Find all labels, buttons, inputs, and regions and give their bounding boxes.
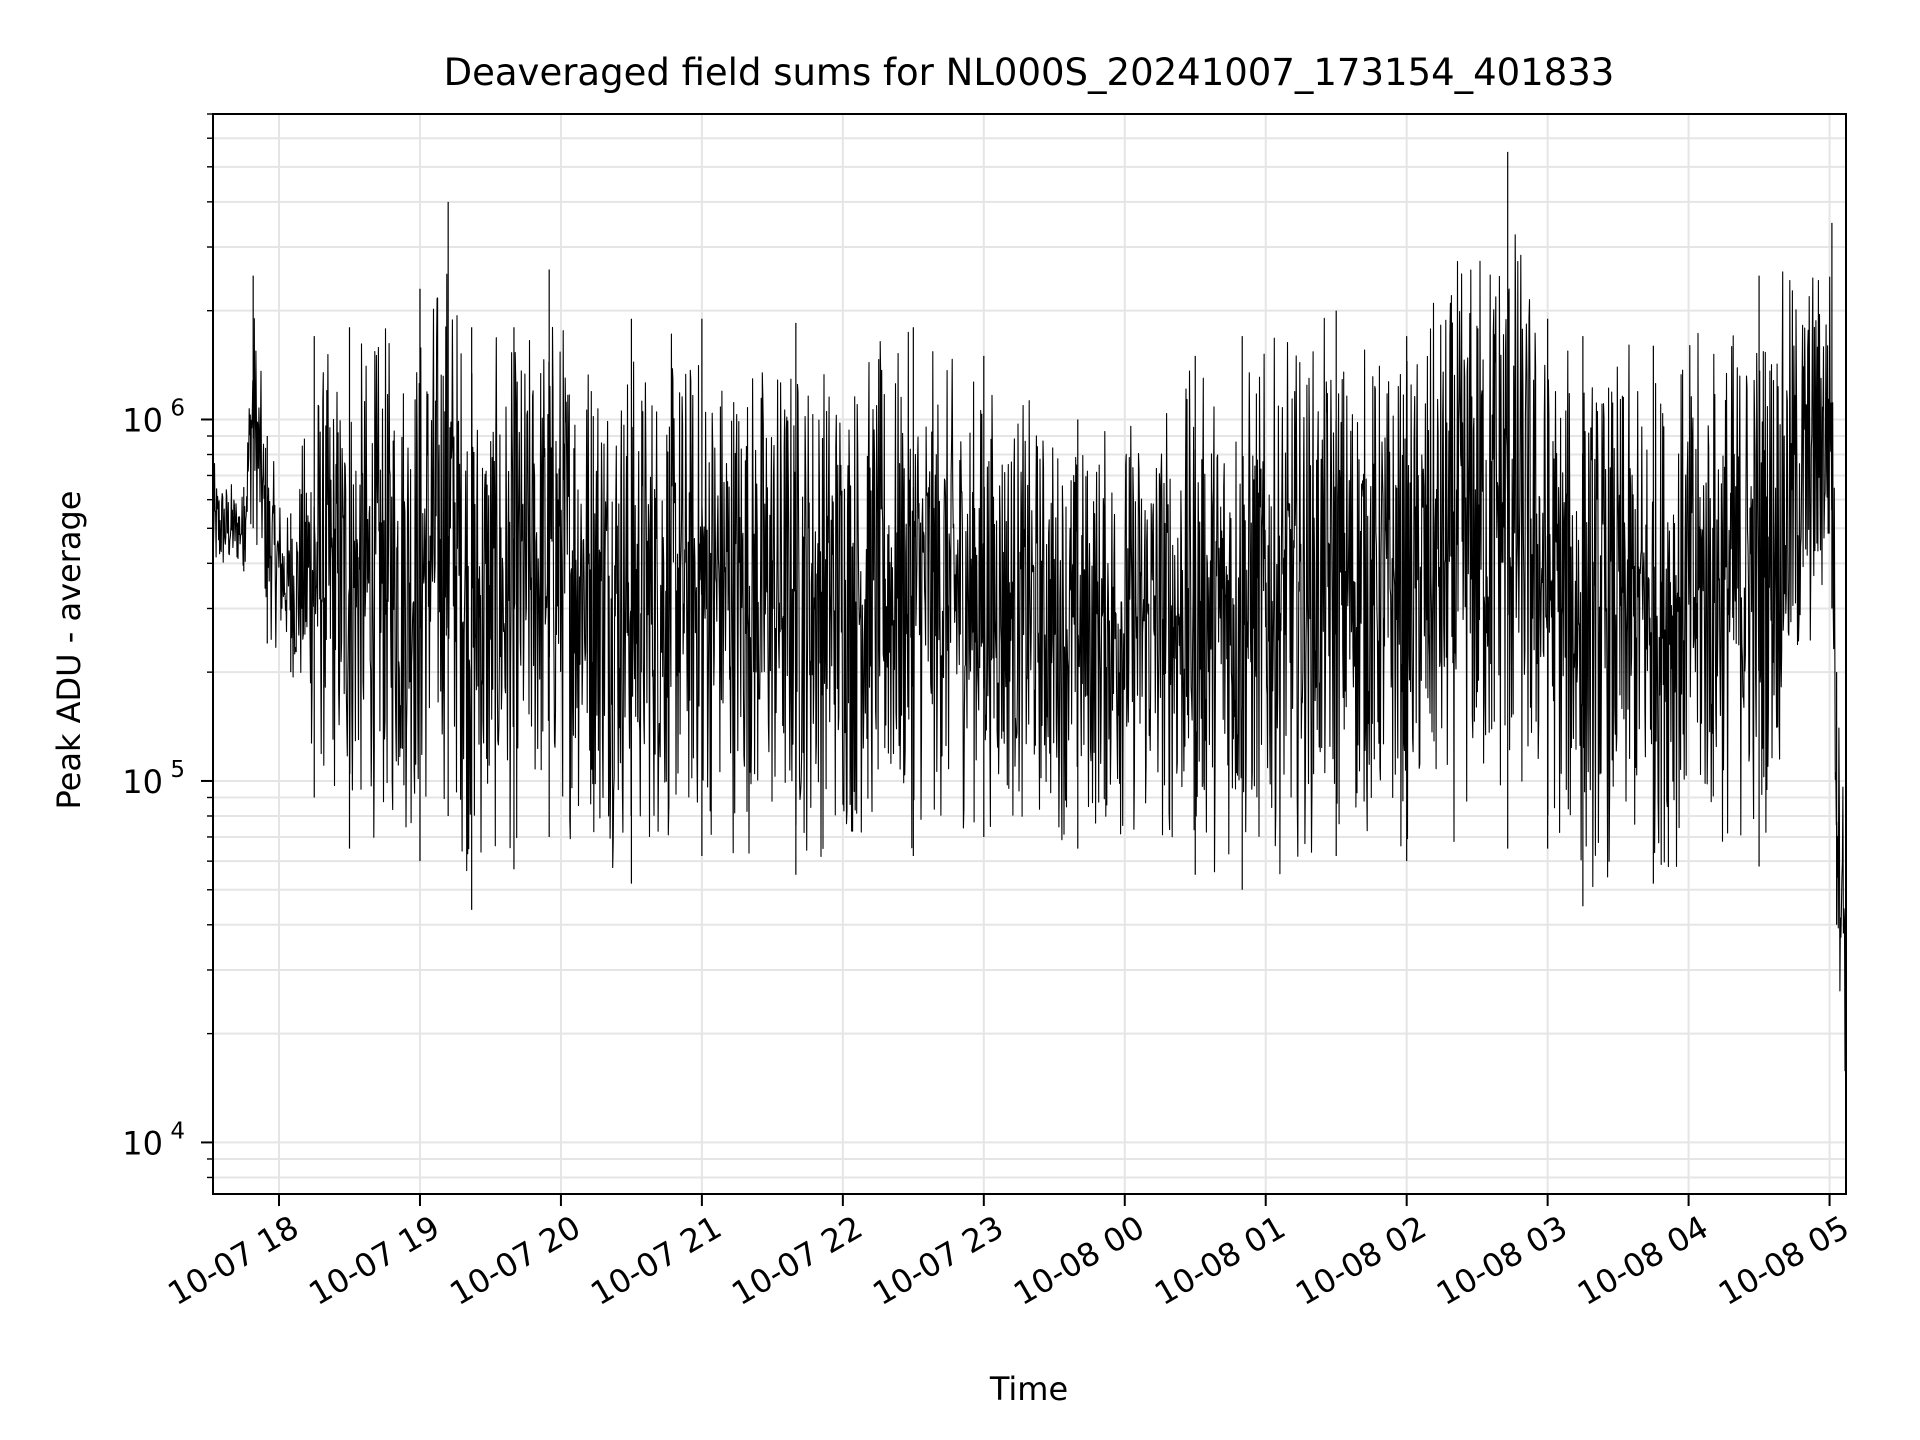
- y-tick-base: 10: [122, 763, 163, 801]
- data-series: [212, 151, 1847, 1143]
- y-tick-label: 10: [122, 1124, 163, 1162]
- y-tick-label: 10: [122, 763, 163, 801]
- y-tick-exponent: 6: [170, 395, 185, 421]
- y-tick-base: 10: [122, 1124, 163, 1162]
- y-tick-label: 10: [122, 401, 163, 439]
- y-tick-exponent: 5: [170, 757, 185, 783]
- chart-title: Deaveraged field sums for NL000S_2024100…: [444, 51, 1615, 94]
- y-axis-label: Peak ADU - average: [50, 491, 88, 810]
- x-axis-label: Time: [989, 1370, 1068, 1408]
- series-line: [212, 234, 1847, 1072]
- y-tick-base: 10: [122, 401, 163, 439]
- y-tick-exponent: 4: [170, 1118, 185, 1144]
- axis-ticks: [201, 113, 1831, 1206]
- plot-frame: [212, 113, 1847, 1195]
